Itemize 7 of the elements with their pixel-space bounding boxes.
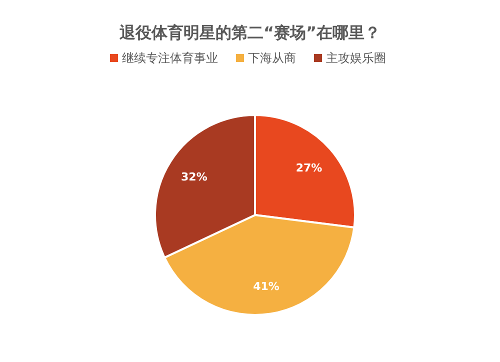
data-label: 41% [253, 280, 280, 294]
data-label: 27% [296, 161, 322, 174]
legend-label: 继续专注体育事业 [122, 51, 218, 65]
chart-title: 退役体育明星的第二“赛场”在哪里？ [118, 23, 381, 42]
legend-label: 下海从商 [248, 51, 296, 65]
data-label: 32% [181, 170, 208, 184]
legend-label: 主攻娱乐圈 [326, 51, 386, 65]
